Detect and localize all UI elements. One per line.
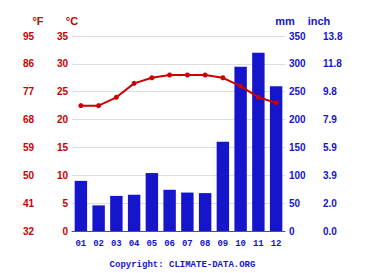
svg-text:2.0: 2.0	[323, 198, 337, 209]
svg-text:3.9: 3.9	[323, 170, 337, 181]
svg-text:02: 02	[93, 239, 104, 249]
svg-text:03: 03	[111, 239, 122, 249]
svg-text:11: 11	[253, 239, 264, 249]
svg-text:04: 04	[129, 239, 140, 249]
svg-text:5.9: 5.9	[323, 142, 337, 153]
svg-text:10: 10	[235, 239, 246, 249]
svg-text:300: 300	[289, 58, 306, 69]
svg-text:350: 350	[289, 31, 306, 42]
svg-text:05: 05	[146, 239, 157, 249]
svg-text:12: 12	[271, 239, 282, 249]
svg-text:Copyright: CLIMATE-DATA.ORG: Copyright: CLIMATE-DATA.ORG	[110, 260, 256, 270]
svg-text:59: 59	[23, 142, 35, 153]
svg-text:35: 35	[57, 31, 69, 42]
svg-text:11.8: 11.8	[323, 58, 342, 69]
svg-text:32: 32	[23, 226, 35, 237]
svg-text:30: 30	[57, 58, 69, 69]
svg-text:inch: inch	[308, 15, 331, 27]
svg-text:°C: °C	[66, 15, 78, 27]
svg-text:°F: °F	[32, 15, 43, 27]
svg-text:09: 09	[217, 239, 228, 249]
svg-text:5: 5	[62, 198, 68, 209]
svg-text:13.8: 13.8	[323, 31, 343, 42]
svg-text:08: 08	[200, 239, 211, 249]
svg-text:77: 77	[23, 86, 35, 97]
svg-text:9.8: 9.8	[323, 86, 337, 97]
svg-text:7.9: 7.9	[323, 114, 337, 125]
svg-text:50: 50	[289, 198, 301, 209]
svg-text:150: 150	[289, 142, 306, 153]
svg-text:250: 250	[289, 86, 306, 97]
svg-text:68: 68	[23, 114, 35, 125]
svg-text:15: 15	[57, 142, 69, 153]
svg-text:01: 01	[75, 239, 86, 249]
svg-text:95: 95	[23, 31, 35, 42]
svg-text:25: 25	[57, 86, 69, 97]
svg-text:41: 41	[23, 198, 35, 209]
svg-text:10: 10	[57, 170, 69, 181]
svg-text:0: 0	[289, 226, 295, 237]
svg-text:0: 0	[62, 226, 68, 237]
svg-text:200: 200	[289, 114, 306, 125]
svg-text:86: 86	[23, 58, 35, 69]
svg-text:20: 20	[57, 114, 69, 125]
svg-text:07: 07	[182, 239, 193, 249]
svg-text:0.0: 0.0	[323, 226, 337, 237]
svg-text:mm: mm	[275, 15, 295, 27]
svg-text:50: 50	[23, 170, 35, 181]
svg-text:06: 06	[164, 239, 175, 249]
svg-text:100: 100	[289, 170, 306, 181]
